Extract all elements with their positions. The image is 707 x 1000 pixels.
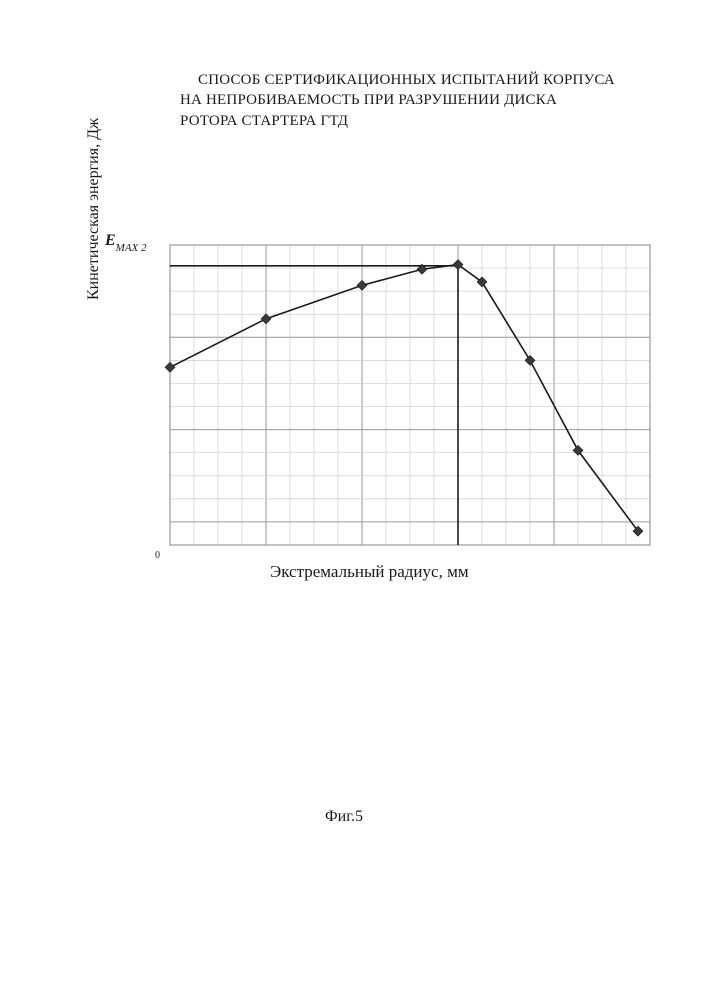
document-title: СПОСОБ СЕРТИФИКАЦИОННЫХ ИСПЫТАНИЙ КОРПУС… [180, 70, 650, 131]
origin-label: 0 [155, 550, 160, 561]
title-line-1: СПОСОБ СЕРТИФИКАЦИОННЫХ ИСПЫТАНИЙ КОРПУС… [180, 70, 650, 90]
title-line-2: НА НЕПРОБИВАЕМОСТЬ ПРИ РАЗРУШЕНИИ ДИСКА [180, 90, 650, 110]
figure-caption: Фиг.5 [325, 808, 363, 826]
title-line-3: РОТОРА СТАРТЕРА ГТД [180, 111, 650, 131]
page: СПОСОБ СЕРТИФИКАЦИОННЫХ ИСПЫТАНИЙ КОРПУС… [0, 0, 707, 1000]
chart-svg [110, 225, 660, 555]
chart [110, 225, 660, 555]
x-axis-label: Экстремальный радиус, мм [270, 562, 469, 582]
y-axis-label: Кинетическая энергия, Дж [85, 118, 103, 300]
